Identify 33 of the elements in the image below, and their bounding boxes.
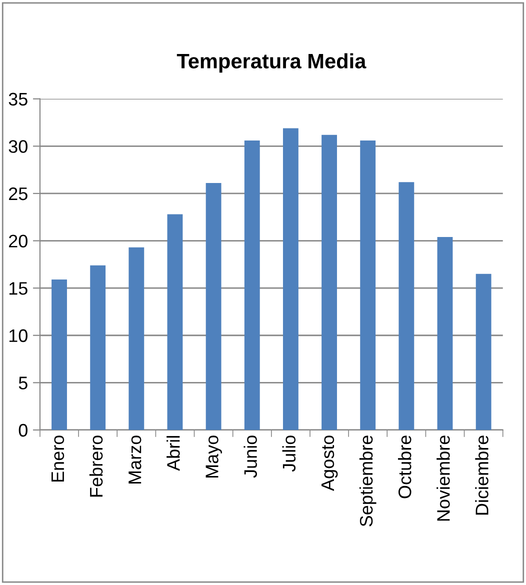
- bar: [167, 214, 183, 430]
- x-tick-label: Septiembre: [359, 436, 376, 526]
- bar: [437, 236, 453, 430]
- bar: [360, 140, 376, 430]
- x-tick-label: Febrero: [89, 436, 103, 497]
- x-tick-label: Junio: [244, 436, 257, 478]
- y-tick-label: 35: [8, 92, 28, 106]
- bar: [476, 274, 492, 430]
- y-tick-label: 25: [9, 187, 28, 200]
- x-tick-label: Agosto: [322, 436, 338, 492]
- x-tick-label: Marzo: [128, 436, 142, 484]
- x-tick-label: Octubre: [398, 436, 412, 498]
- bar: [398, 182, 414, 430]
- bar: [282, 128, 298, 430]
- bar: [206, 183, 222, 430]
- x-tick-label: Abril: [166, 436, 180, 471]
- chart-title: Temperatura Media: [176, 53, 366, 73]
- bar: [90, 265, 106, 430]
- y-tick-label: 10: [9, 329, 28, 342]
- bar: [322, 134, 337, 430]
- y-tick-label: 20: [9, 234, 28, 248]
- bar: [244, 140, 260, 430]
- x-tick-label: Mayo: [206, 436, 222, 478]
- x-tick-label: Enero: [52, 436, 64, 482]
- bar: [52, 280, 67, 430]
- bar: [128, 247, 144, 430]
- x-tick-label: Diciembre: [475, 436, 488, 515]
- y-tick-label: 15: [9, 282, 28, 295]
- x-tick-label: Noviembre: [436, 436, 450, 521]
- y-tick-label: 5: [18, 376, 28, 390]
- y-tick-label: 30: [8, 140, 28, 153]
- x-tick-label: Julio: [282, 436, 296, 472]
- y-tick-label: 0: [18, 424, 28, 437]
